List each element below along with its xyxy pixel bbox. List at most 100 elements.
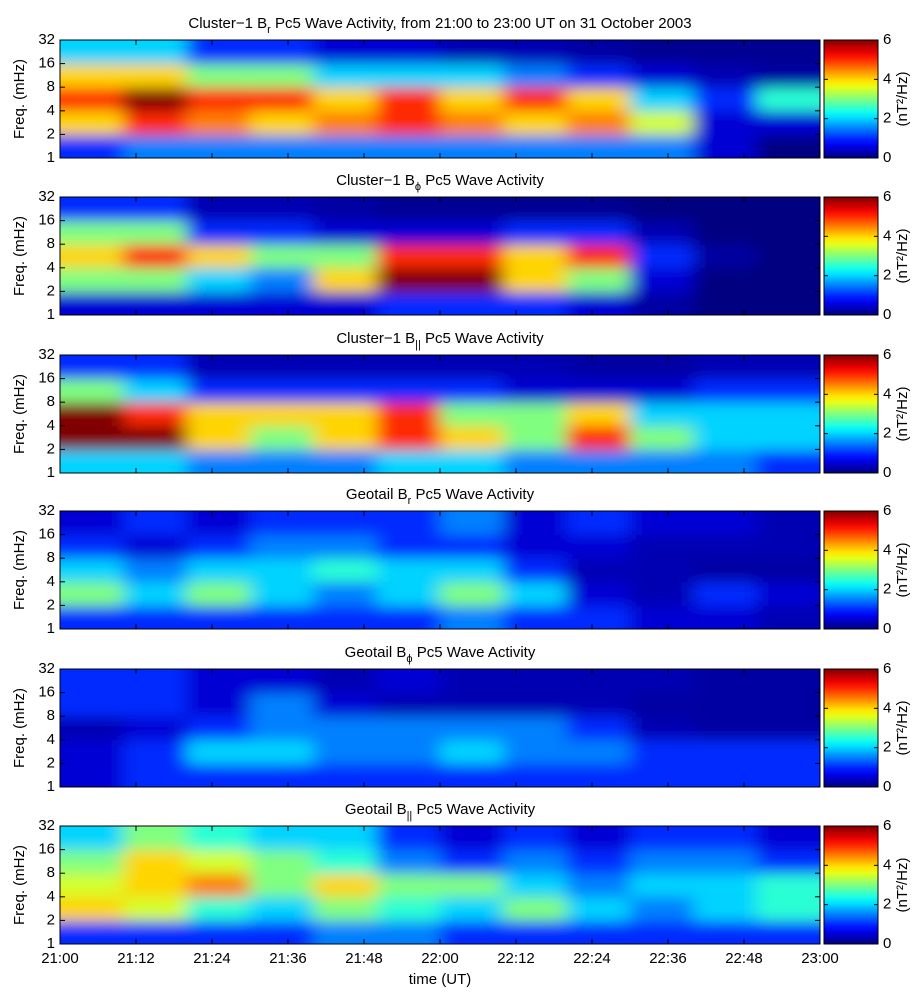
heatmap-cell <box>440 63 504 88</box>
heatmap-cell <box>503 134 568 158</box>
heatmap-cell <box>186 197 251 222</box>
heatmap-cells <box>60 197 820 315</box>
heatmap-cell <box>693 763 758 787</box>
heatmap-cell <box>756 197 820 222</box>
y-axis-label: Freq. (mHz) <box>11 688 28 768</box>
heatmap-cells <box>60 40 820 158</box>
y-tick-label: 32 <box>38 346 55 363</box>
heatmap-cell <box>376 763 441 787</box>
heatmap-cell <box>186 605 251 629</box>
y-tick-label: 4 <box>47 888 55 905</box>
heatmap-cell <box>60 511 124 536</box>
heatmap-cell <box>693 849 758 874</box>
y-tick-label: 16 <box>38 55 55 72</box>
heatmap-cell <box>693 605 758 629</box>
y-tick-label: 1 <box>47 620 55 637</box>
heatmap-cell <box>566 401 631 427</box>
heatmap <box>60 826 820 944</box>
heatmap-cell <box>503 401 568 427</box>
y-tick-label: 1 <box>47 149 55 166</box>
heatmap-cell <box>313 740 378 765</box>
heatmap-cell <box>440 268 504 293</box>
heatmap-cell <box>60 268 124 293</box>
heatmap-cell <box>250 920 314 944</box>
heatmap-cell <box>566 111 631 136</box>
heatmap-cell <box>186 268 251 293</box>
colorbar <box>823 39 879 159</box>
heatmap-cell <box>376 134 441 158</box>
heatmap-cells <box>60 511 820 629</box>
title-subscript: r <box>408 495 412 507</box>
y-tick-label: 8 <box>47 549 55 566</box>
heatmap-cell <box>630 897 694 922</box>
y-tick-label: 4 <box>47 102 55 119</box>
heatmap-cell <box>60 582 124 607</box>
colorbar-tick-label: 6 <box>883 31 891 48</box>
heatmap-cell <box>440 920 504 944</box>
heatmap-cell <box>186 872 251 898</box>
heatmap-cell <box>756 268 820 293</box>
heatmap-cell <box>630 268 694 293</box>
heatmap-cell <box>630 692 694 717</box>
colorbar-tick-label: 2 <box>883 425 891 442</box>
heatmap-cell <box>440 511 504 536</box>
panel-title: Cluster−1 Bϕ Pc5 Wave Activity <box>336 172 544 193</box>
heatmap-cell <box>313 669 378 694</box>
heatmap-cells <box>60 826 820 944</box>
heatmap-cell <box>566 197 631 222</box>
heatmap-cell <box>250 134 314 158</box>
heatmap-cell <box>186 826 251 851</box>
heatmap-cell <box>60 86 124 112</box>
heatmap-cell <box>60 669 124 694</box>
heatmap-cell <box>250 511 314 536</box>
heatmap-cell <box>376 426 441 451</box>
heatmap-cell <box>250 715 314 741</box>
y-tick-label: 16 <box>38 212 55 229</box>
title-text: Pc5 Wave Activity, from 21:00 to 23:00 U… <box>271 15 692 32</box>
y-tick-label: 16 <box>38 841 55 858</box>
y-axis-label: Freq. (mHz) <box>11 374 28 454</box>
heatmap-cell <box>376 449 441 473</box>
x-tick-label: 21:48 <box>345 950 383 967</box>
heatmap-cell <box>186 426 251 451</box>
heatmap-cell <box>440 605 504 629</box>
y-tick-label: 32 <box>38 817 55 834</box>
colorbar-tick-label: 0 <box>883 149 891 166</box>
heatmap-cell <box>756 243 820 269</box>
heatmap-cell <box>503 243 568 269</box>
heatmap-cell <box>630 534 694 559</box>
heatmap-cell <box>503 197 568 222</box>
heatmap-cell <box>123 134 188 158</box>
heatmap-cell <box>693 511 758 536</box>
y-tick-label: 2 <box>47 282 55 299</box>
heatmap-cell <box>186 715 251 741</box>
colorbar-tick-label: 4 <box>883 699 891 716</box>
heatmap-cell <box>503 63 568 88</box>
heatmap-cell <box>566 669 631 694</box>
title-text: Pc5 Wave Activity <box>421 330 544 347</box>
y-tick-label: 4 <box>47 731 55 748</box>
heatmap-cell <box>60 197 124 222</box>
heatmap-cell <box>186 849 251 874</box>
heatmap-cell <box>123 268 188 293</box>
heatmap-cell <box>123 740 188 765</box>
heatmap-cell <box>123 40 188 65</box>
heatmap-cell <box>376 86 441 112</box>
heatmap-cell <box>313 86 378 112</box>
heatmap-cell <box>693 291 758 315</box>
heatmap-cell <box>250 692 314 717</box>
heatmap-cell <box>376 849 441 874</box>
heatmap-cell <box>440 426 504 451</box>
heatmap-cell <box>250 268 314 293</box>
heatmap-cell <box>376 355 441 380</box>
heatmap <box>60 355 820 473</box>
title-text: Pc5 Wave Activity <box>411 486 534 503</box>
heatmap-cell <box>693 243 758 269</box>
y-tick-label: 2 <box>47 596 55 613</box>
heatmap-cell <box>440 669 504 694</box>
heatmap-cell <box>313 220 378 245</box>
heatmap-cell <box>250 40 314 65</box>
heatmap-cell <box>313 872 378 898</box>
heatmap-cell <box>630 740 694 765</box>
heatmap-cell <box>693 220 758 245</box>
